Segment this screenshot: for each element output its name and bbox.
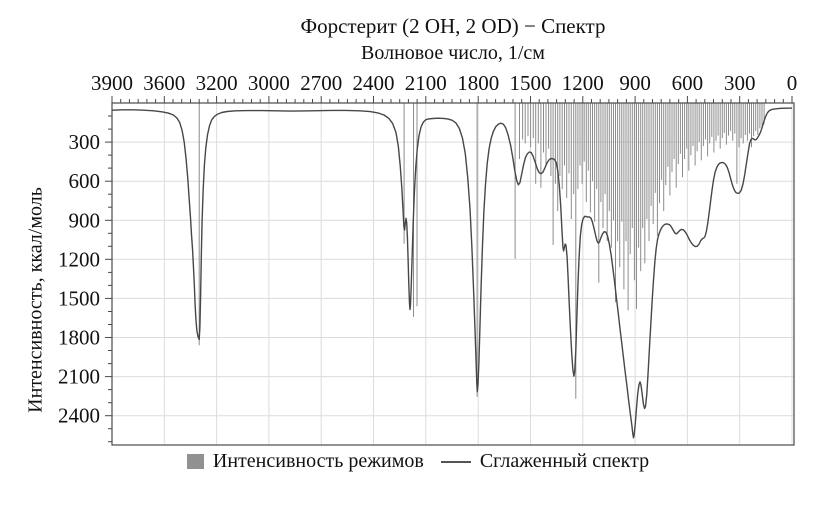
x-axis-title: Волновое число, 1/см xyxy=(361,42,545,64)
mode-intensity-sticks xyxy=(198,103,765,399)
gridlines xyxy=(111,103,794,445)
smoothed-spectrum-line xyxy=(112,107,793,439)
x-tick-label: 1200 xyxy=(562,71,604,95)
x-tick-label: 2700 xyxy=(300,71,342,95)
y-tick-label: 1800 xyxy=(58,326,100,350)
y-tick-labels: 300 600 900 1200 1500 1800 2100 2400 xyxy=(58,130,100,428)
y-tick-label: 1500 xyxy=(58,286,100,310)
x-tick-label: 900 xyxy=(619,71,651,95)
x-tick-label: 3600 xyxy=(143,71,185,95)
y-tick-label: 900 xyxy=(69,208,101,232)
smoothed-legend-label: Сглаженный спектр xyxy=(479,450,650,472)
x-tick-label: 300 xyxy=(724,71,756,95)
x-tick-label: 1500 xyxy=(510,71,552,95)
x-tick-label: 2400 xyxy=(353,71,395,95)
modes-legend-swatch-icon xyxy=(186,454,204,469)
y-tick-label: 300 xyxy=(69,130,101,154)
x-tick-label: 3900 xyxy=(91,71,133,95)
x-tick-label: 0 xyxy=(787,71,798,95)
x-tick-label: 3000 xyxy=(248,71,290,95)
x-tick-label: 600 xyxy=(672,71,704,95)
chart-title: Форстерит (2 OH, 2 OD) − Спектр xyxy=(300,14,606,38)
legend: Интенсивность режимов Сглаженный спектр xyxy=(0,450,836,473)
modes-legend-label: Интенсивность режимов xyxy=(212,450,424,472)
smoothed-legend-line-icon xyxy=(440,460,471,463)
plot-border xyxy=(111,102,795,446)
y-tick-label: 2400 xyxy=(58,404,100,428)
x-tick-labels: 3900 3600 3200 3000 2700 2400 2100 1800 1500 1200… xyxy=(91,71,797,95)
y-tick-label: 600 xyxy=(69,169,101,193)
y-tick-label: 1200 xyxy=(58,247,100,271)
axis-ticks xyxy=(105,96,793,443)
x-tick-label: 1800 xyxy=(457,71,499,95)
x-tick-label: 2100 xyxy=(405,71,447,95)
y-tick-label: 2100 xyxy=(58,365,100,389)
x-tick-label: 3200 xyxy=(196,71,238,95)
